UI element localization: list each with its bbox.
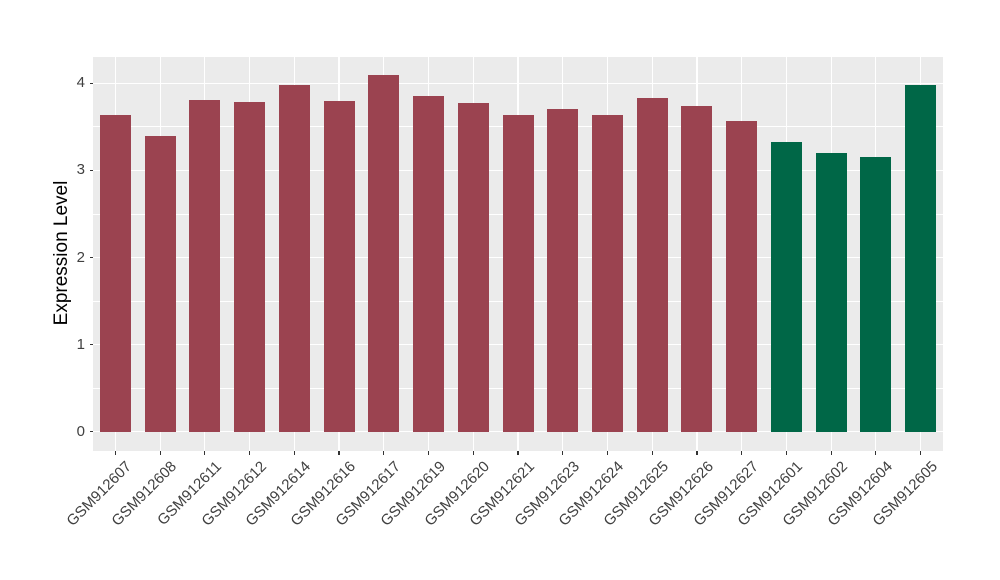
bar-GSM912607	[99, 114, 131, 432]
x-tick-label-GSM912605: GSM912605	[869, 458, 1000, 530]
x-tick-mark	[114, 451, 116, 455]
bar-GSM912608	[144, 136, 176, 432]
y-tick-mark	[89, 256, 93, 259]
bar-GSM912626	[681, 105, 713, 432]
y-tick-mark	[89, 431, 93, 433]
x-tick-mark	[920, 451, 922, 455]
bar-GSM912621	[502, 114, 534, 432]
x-tick-mark	[830, 451, 832, 455]
x-tick-mark	[562, 451, 564, 455]
x-tick-mark	[204, 451, 206, 455]
bar-GSM912605	[905, 85, 937, 432]
x-tick-mark	[338, 451, 340, 455]
x-tick-mark	[159, 451, 161, 455]
y-tick-label: 0	[76, 422, 85, 440]
x-tick-mark	[785, 451, 787, 455]
bar-GSM912619	[413, 96, 445, 432]
bar-GSM912614	[278, 85, 310, 432]
x-tick-mark	[383, 451, 385, 455]
y-tick-mark	[89, 82, 93, 84]
y-tick-label: 4	[76, 74, 85, 92]
x-tick-mark	[427, 451, 430, 455]
y-tick-mark	[89, 344, 93, 346]
plot-panel	[93, 57, 943, 451]
bar-GSM912611	[189, 99, 221, 432]
x-tick-mark	[293, 451, 295, 455]
bar-GSM912617	[368, 74, 400, 432]
bar-GSM912620	[457, 103, 489, 432]
bar-GSM912602	[815, 152, 847, 432]
x-tick-mark	[606, 451, 609, 455]
y-tick-label: 1	[76, 335, 85, 353]
x-tick-mark	[472, 451, 474, 455]
bar-GSM912627	[726, 120, 758, 432]
bar-GSM912601	[770, 141, 802, 432]
bar-GSM912616	[323, 100, 355, 432]
bar-GSM912623	[547, 109, 579, 432]
x-tick-mark	[696, 451, 698, 455]
bar-GSM912604	[860, 157, 892, 432]
x-tick-mark	[875, 451, 877, 455]
bar-GSM912612	[234, 102, 266, 432]
x-tick-mark	[741, 451, 743, 455]
x-tick-mark	[248, 451, 251, 455]
y-tick-mark	[89, 169, 93, 171]
bar-GSM912624	[591, 114, 623, 432]
y-tick-label: 3	[76, 161, 85, 179]
bar-GSM912625	[636, 98, 668, 432]
x-tick-mark	[517, 451, 519, 455]
x-tick-mark	[651, 451, 653, 455]
y-tick-label: 2	[76, 248, 85, 266]
